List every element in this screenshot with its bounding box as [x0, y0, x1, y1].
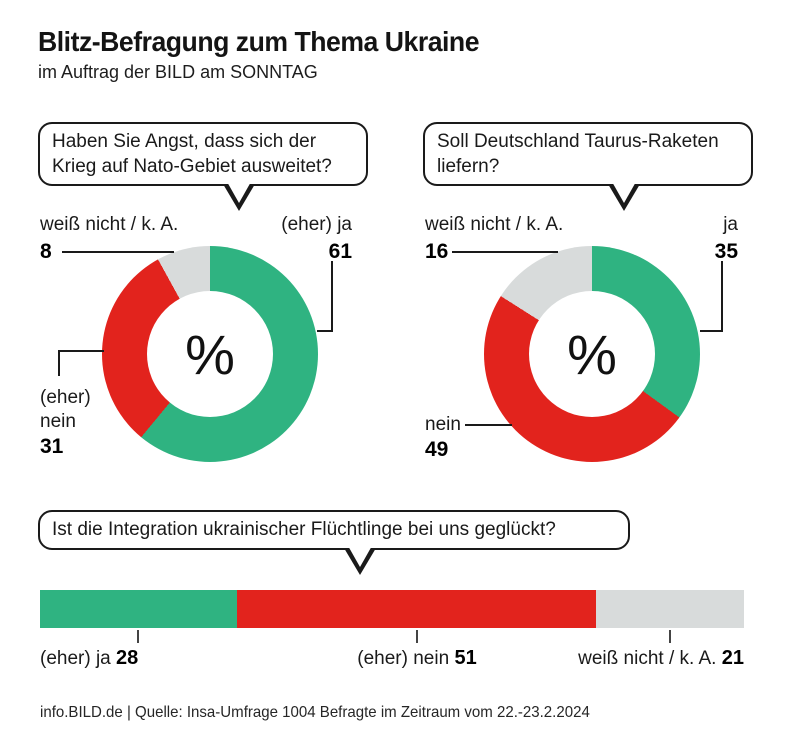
label-yes-2: ja [723, 214, 738, 235]
donut-chart-taurus: % [484, 246, 700, 462]
value-unknown-2: 16 [425, 240, 449, 263]
bubble-tail [611, 180, 637, 203]
leader-line [58, 350, 60, 376]
question-text-taurus: Soll Deutschland Taurus-Raketen liefern? [437, 130, 719, 177]
bar-tick-no [416, 630, 418, 643]
donut-center-label: % [147, 291, 273, 417]
bar-label-yes-value: 28 [116, 647, 139, 669]
bar-segment-no [237, 590, 597, 628]
bubble-tail [226, 180, 252, 203]
bar-label-unknown: weiß nicht / k. A. 21 [500, 647, 744, 670]
donut-chart-nato: % [102, 246, 318, 462]
question-bubble-taurus: Soll Deutschland Taurus-Raketen liefern? [423, 122, 753, 211]
leader-line [700, 330, 723, 332]
label-unknown-2: weiß nicht / k. A. [425, 214, 564, 235]
leader-line [58, 350, 104, 352]
label-yes-1: (eher) ja [281, 214, 352, 235]
bar-tick-yes [137, 630, 139, 643]
leader-line [317, 330, 333, 332]
page-title: Blitz-Befragung zum Thema Ukraine [38, 26, 480, 57]
donut-center-label: % [529, 291, 655, 417]
bar-label-no: (eher) nein 51 [307, 647, 527, 670]
page-subtitle: im Auftrag der BILD am SONNTAG [38, 62, 318, 82]
question-bubble-integration: Ist die Integration ukrainischer Flüchtl… [38, 510, 630, 575]
question-text-nato: Haben Sie Angst, dass sich der Krieg auf… [52, 130, 332, 177]
bar-label-no-text: (eher) nein [357, 648, 450, 669]
value-unknown-1: 8 [40, 240, 52, 263]
question-text-integration: Ist die Integration ukrainischer Flüchtl… [52, 519, 556, 541]
leader-line [62, 251, 174, 253]
stacked-bar-integration [40, 590, 744, 628]
bar-label-yes-text: (eher) ja [40, 648, 111, 669]
value-yes-1: 61 [328, 240, 352, 263]
leader-line [452, 251, 558, 253]
leader-line [721, 261, 723, 332]
bar-label-unknown-value: 21 [721, 647, 744, 669]
label-no-2: nein [425, 414, 461, 435]
leader-line [465, 424, 512, 426]
label-unknown-1: weiß nicht / k. A. [40, 214, 179, 235]
value-no-1: 31 [40, 435, 64, 458]
bubble-tail [347, 544, 373, 567]
bar-tick-unknown [669, 630, 671, 643]
value-no-2: 49 [425, 438, 449, 461]
label-no-1: (eher) nein [40, 387, 91, 432]
bar-segment-yes [40, 590, 238, 628]
bar-label-yes: (eher) ja 28 [40, 647, 138, 670]
bar-segment-unknown [596, 590, 744, 628]
value-yes-2: 35 [714, 240, 738, 263]
question-bubble-nato: Haben Sie Angst, dass sich der Krieg auf… [38, 122, 368, 211]
source-line: info.BILD.de | Quelle: Insa-Umfrage 1004… [40, 704, 590, 721]
bar-label-no-value: 51 [454, 647, 477, 669]
bar-label-unknown-text: weiß nicht / k. A. [578, 648, 717, 669]
leader-line [331, 261, 333, 332]
